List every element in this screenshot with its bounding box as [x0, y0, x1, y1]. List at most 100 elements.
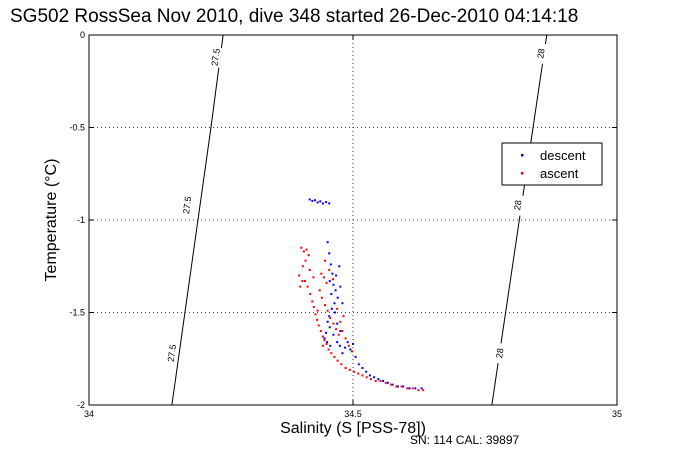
data-point	[386, 381, 389, 384]
data-point	[301, 265, 304, 268]
data-point	[308, 268, 311, 271]
data-point	[321, 344, 324, 347]
data-point	[337, 333, 340, 336]
legend-box	[501, 142, 603, 186]
data-point	[316, 201, 319, 204]
x-tick-label: 35	[612, 409, 622, 419]
data-point	[336, 341, 339, 344]
data-point	[411, 387, 414, 390]
footnote: SN: 114 CAL: 39897	[410, 433, 520, 447]
data-point	[320, 272, 323, 275]
data-point	[368, 374, 371, 377]
legend-label: ascent	[540, 166, 579, 181]
data-point	[313, 199, 316, 202]
data-point	[332, 283, 335, 286]
series-1	[298, 246, 425, 392]
data-point	[325, 281, 328, 284]
data-point	[329, 344, 332, 347]
data-point	[332, 333, 335, 336]
legend-marker	[521, 172, 524, 175]
data-point	[325, 201, 328, 204]
data-point	[350, 350, 353, 353]
data-point	[338, 265, 341, 268]
data-point	[329, 263, 332, 266]
contour-label: 27.5	[210, 48, 222, 67]
data-point	[349, 348, 352, 351]
data-point	[377, 378, 380, 381]
data-point	[312, 276, 315, 279]
data-point	[328, 315, 331, 318]
data-point	[402, 385, 405, 388]
data-point	[373, 376, 376, 379]
data-point	[321, 335, 324, 338]
data-point	[361, 367, 364, 369]
data-point	[341, 352, 344, 355]
data-point	[328, 326, 331, 329]
data-point	[332, 322, 335, 325]
data-point	[341, 302, 344, 305]
data-point	[316, 309, 319, 312]
data-point	[335, 274, 338, 277]
data-point	[323, 337, 326, 340]
data-point	[324, 304, 327, 307]
data-point	[342, 315, 345, 318]
data-point	[333, 302, 336, 305]
data-point	[307, 254, 310, 257]
data-point	[336, 307, 339, 310]
data-point	[357, 363, 360, 366]
data-point	[312, 305, 315, 308]
data-point	[334, 311, 337, 314]
contour-label: 28	[512, 200, 523, 211]
data-point	[406, 387, 409, 390]
data-point	[326, 241, 329, 244]
y-axis-label: Temperature (°C)	[43, 159, 60, 282]
data-point	[319, 330, 322, 332]
data-point	[341, 330, 344, 332]
y-tick-label: -0.5	[69, 123, 85, 133]
data-point	[330, 352, 333, 355]
contour-label: 27.5	[166, 344, 178, 363]
data-point	[321, 202, 324, 205]
data-point	[369, 378, 372, 381]
data-point	[330, 307, 333, 310]
data-point	[304, 259, 307, 262]
data-point	[344, 337, 347, 340]
data-point	[336, 322, 339, 325]
data-point	[336, 296, 339, 299]
data-point	[327, 348, 330, 351]
data-point	[302, 250, 305, 253]
data-point	[344, 346, 347, 349]
contour-label-bg	[534, 42, 548, 65]
data-point	[339, 285, 342, 288]
contour-label-bg	[511, 194, 525, 216]
data-point	[379, 379, 382, 382]
data-point	[347, 344, 350, 347]
data-point	[338, 344, 341, 347]
data-point	[323, 339, 326, 342]
data-point	[339, 320, 342, 323]
density-contours: 27.5 27.5 27.5 28 28 28	[165, 34, 548, 406]
data-point	[322, 276, 325, 279]
data-point	[311, 199, 314, 202]
data-point	[331, 272, 334, 275]
data-point	[382, 379, 385, 382]
data-point	[320, 296, 323, 299]
legend-marker	[521, 154, 524, 157]
contour-label: 28	[494, 348, 505, 359]
data-point	[340, 363, 343, 366]
data-point	[331, 278, 334, 281]
data-point	[311, 300, 314, 303]
contour-label: 28	[535, 48, 546, 59]
data-point	[400, 385, 403, 388]
data-point	[299, 285, 302, 288]
data-point	[326, 320, 329, 323]
data-point	[303, 280, 306, 283]
data-point	[298, 274, 301, 277]
data-point	[316, 318, 319, 321]
contour-label-bg	[165, 342, 179, 364]
data-point	[384, 381, 387, 384]
data-point	[326, 309, 329, 312]
series-0	[308, 198, 423, 390]
data-point	[414, 387, 417, 390]
